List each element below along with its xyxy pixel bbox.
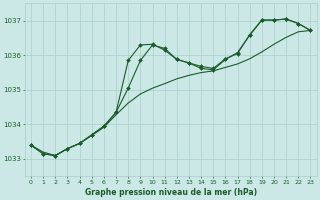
X-axis label: Graphe pression niveau de la mer (hPa): Graphe pression niveau de la mer (hPa)	[85, 188, 257, 197]
